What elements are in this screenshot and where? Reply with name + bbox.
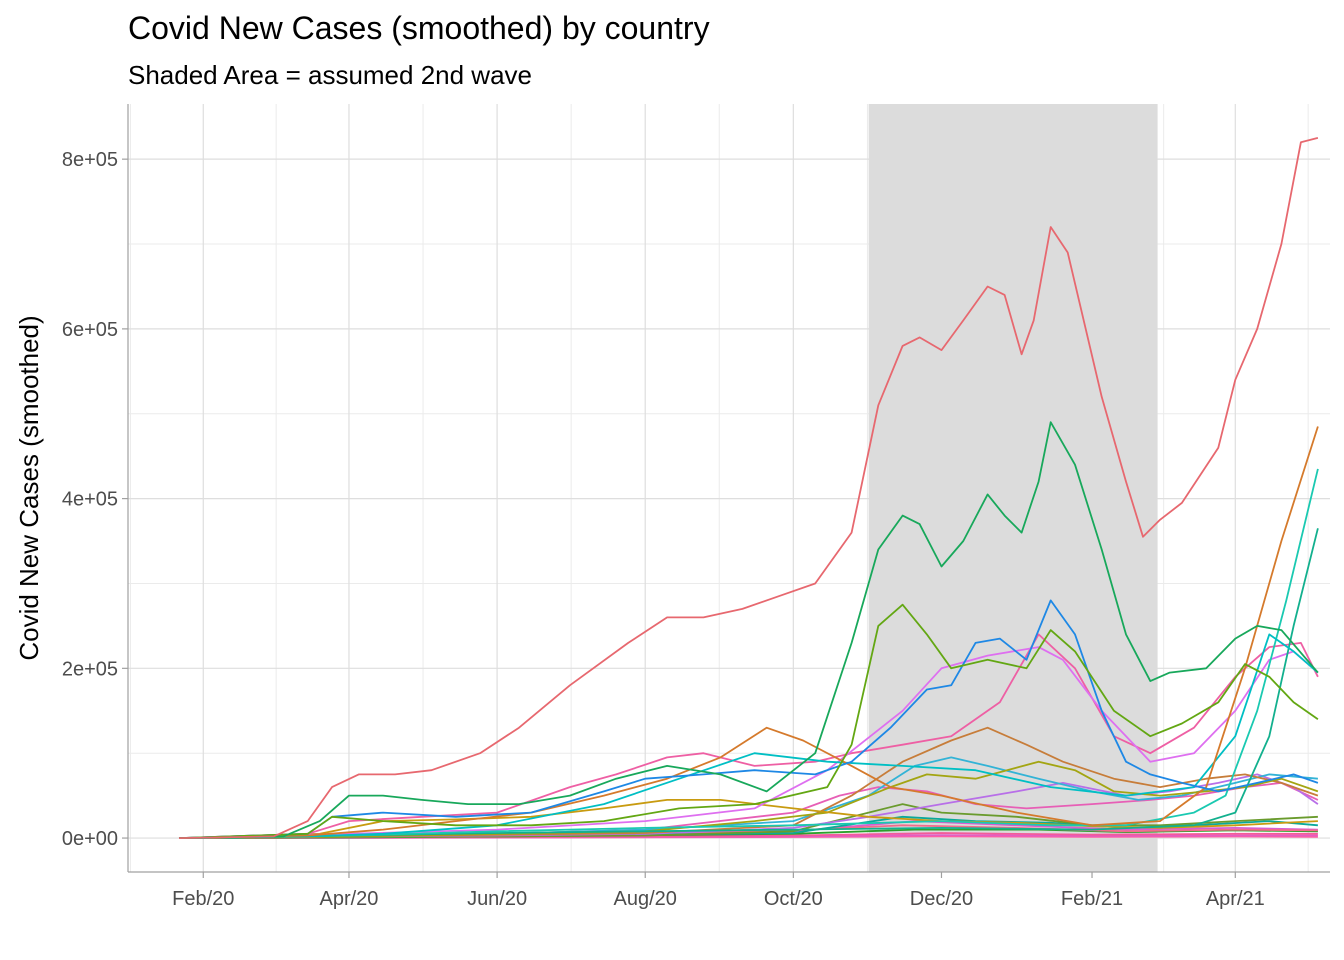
chart-title: Covid New Cases (smoothed) by country	[128, 10, 710, 46]
x-tick-label: Oct/20	[764, 888, 823, 910]
series-line-17	[178, 803, 1318, 839]
series-line-7	[178, 468, 1319, 839]
series-line-10	[178, 633, 1319, 839]
x-tick-label: Dec/20	[910, 888, 973, 910]
series-line-2	[178, 421, 1319, 839]
series-line-6	[178, 633, 1319, 839]
y-axis-title: Covid New Cases (smoothed)	[14, 315, 44, 660]
series-line-9	[178, 646, 1319, 839]
series-line-3	[178, 603, 1319, 839]
x-tick-label: Feb/21	[1061, 888, 1123, 910]
y-tick-label: 6e+05	[62, 319, 118, 341]
x-tick-label: Feb/20	[172, 888, 234, 910]
y-tick-label: 2e+05	[62, 658, 118, 680]
y-tick-label: 0e+00	[62, 828, 118, 850]
x-tick-label: Jun/20	[467, 888, 527, 910]
series-line-13	[178, 726, 1319, 839]
series-line-1	[178, 137, 1319, 839]
x-tick-label: Aug/20	[614, 888, 677, 910]
axes: Feb/20 Apr/20 Jun/20 Aug/20 Oct/20 Dec/20 Feb/…	[62, 104, 1330, 910]
y-tick-label: 4e+05	[62, 489, 118, 511]
x-tick-label: Apr/20	[320, 888, 379, 910]
second-wave-shaded-area	[868, 104, 1158, 872]
x-tick-label: Apr/21	[1206, 888, 1265, 910]
y-tick-label: 8e+05	[62, 149, 118, 171]
series-line-5	[178, 426, 1319, 839]
series-line-4	[178, 599, 1319, 839]
series-line-8	[178, 528, 1319, 839]
series-lines	[178, 137, 1319, 839]
chart-subtitle: Shaded Area = assumed 2nd wave	[128, 60, 533, 90]
